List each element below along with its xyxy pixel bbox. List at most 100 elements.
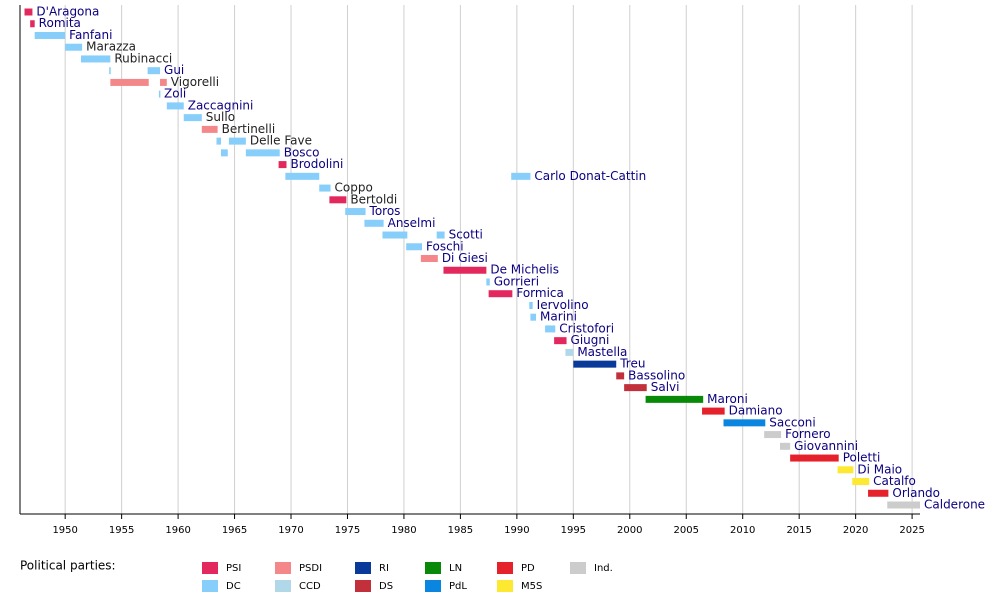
term-bar bbox=[624, 384, 647, 392]
term-bar bbox=[158, 90, 161, 98]
term-bar bbox=[645, 395, 704, 403]
x-tick-label: 2000 bbox=[617, 525, 642, 536]
term-bar bbox=[183, 114, 202, 122]
minister-name[interactable]: Damiano bbox=[729, 404, 783, 418]
term-bar bbox=[488, 290, 513, 298]
term-bar bbox=[110, 78, 149, 86]
term-bar bbox=[216, 137, 222, 145]
legend-swatch bbox=[355, 580, 371, 592]
term-bar bbox=[887, 501, 920, 509]
term-bar bbox=[147, 67, 161, 75]
legend-swatch bbox=[497, 580, 513, 592]
term-bar bbox=[723, 419, 766, 427]
term-bar bbox=[345, 208, 366, 216]
term-bar bbox=[530, 313, 537, 321]
minister-name[interactable]: Scotti bbox=[449, 228, 483, 242]
legend-swatch bbox=[425, 562, 441, 574]
minister-name[interactable]: Orlando bbox=[892, 486, 940, 500]
minister-name[interactable]: Giugni bbox=[571, 333, 610, 347]
minister-name[interactable]: Sacconi bbox=[769, 415, 815, 429]
minister-name[interactable]: Brodolini bbox=[290, 157, 343, 171]
minister-name[interactable]: Fanfani bbox=[69, 28, 112, 42]
x-tick-label: 1975 bbox=[335, 525, 360, 536]
x-tick-label: 2020 bbox=[843, 525, 868, 536]
term-bar bbox=[852, 478, 870, 486]
minister-name[interactable]: Maroni bbox=[707, 392, 748, 406]
minister-name[interactable]: Bosco bbox=[284, 145, 320, 159]
term-bar bbox=[24, 8, 33, 16]
term-bar bbox=[529, 301, 533, 309]
legend-swatch bbox=[275, 562, 291, 574]
term-bar bbox=[436, 231, 445, 239]
x-tick-label: 2010 bbox=[730, 525, 755, 536]
legend-title: Political parties: bbox=[20, 559, 116, 573]
minister-name[interactable]: Gui bbox=[164, 63, 184, 77]
minister-name[interactable]: Treu bbox=[619, 357, 645, 371]
term-bar bbox=[228, 137, 246, 145]
minister-name[interactable]: Di Maio bbox=[857, 462, 902, 476]
minister-name: Delle Fave bbox=[250, 134, 312, 148]
minister-name[interactable]: Poletti bbox=[843, 451, 881, 465]
legend-label: PdL bbox=[449, 581, 467, 592]
minister-name: Bertoldi bbox=[350, 192, 397, 206]
term-bar bbox=[868, 489, 889, 497]
legend-label: PSI bbox=[226, 563, 241, 574]
x-tick-label: 1990 bbox=[504, 525, 529, 536]
term-bar bbox=[573, 360, 617, 368]
minister-name[interactable]: Mastella bbox=[577, 345, 627, 359]
term-bar bbox=[160, 78, 167, 86]
x-tick-label: 1995 bbox=[561, 525, 586, 536]
x-tick-label: 1970 bbox=[278, 525, 303, 536]
legend-label: CCD bbox=[299, 581, 321, 592]
minister-name[interactable]: D'Aragona bbox=[36, 5, 99, 19]
minister-name[interactable]: Gorrieri bbox=[494, 274, 539, 288]
minister-name[interactable]: Zaccagnini bbox=[188, 98, 254, 112]
term-bar bbox=[790, 454, 839, 462]
legend-swatch bbox=[355, 562, 371, 574]
minister-name[interactable]: Zoli bbox=[164, 87, 186, 101]
legend-label: PSDI bbox=[299, 563, 322, 574]
minister-name[interactable]: Bassolino bbox=[628, 368, 685, 382]
minister-name[interactable]: Foschi bbox=[426, 239, 464, 253]
minister-name: Bertinelli bbox=[222, 122, 276, 136]
minister-name: Sullo bbox=[206, 110, 235, 124]
minister-name[interactable]: Salvi bbox=[651, 380, 680, 394]
minister-name[interactable]: Calderone bbox=[924, 498, 985, 512]
legend-label: Ind. bbox=[594, 563, 613, 574]
term-bar bbox=[221, 149, 228, 157]
term-bar bbox=[554, 337, 567, 345]
minister-name[interactable]: Romita bbox=[39, 16, 81, 30]
legend-label: M5S bbox=[521, 581, 542, 592]
legend-swatch bbox=[425, 580, 441, 592]
minister-name[interactable]: De Michelis bbox=[490, 263, 559, 277]
minister-name[interactable]: Fornero bbox=[785, 427, 831, 441]
minister-name[interactable]: Carlo Donat-Cattin bbox=[534, 169, 646, 183]
term-bar bbox=[80, 55, 111, 63]
term-bar bbox=[837, 466, 854, 474]
minister-name[interactable]: Giovannini bbox=[794, 439, 858, 453]
term-bar bbox=[364, 219, 384, 227]
term-bar bbox=[319, 184, 331, 192]
term-bar bbox=[545, 325, 556, 333]
minister-name[interactable]: Anselmi bbox=[388, 216, 436, 230]
minister-name[interactable]: Di Giesi bbox=[442, 251, 488, 265]
term-bar bbox=[511, 172, 531, 180]
x-tick-label: 1965 bbox=[222, 525, 247, 536]
minister-name[interactable]: Formica bbox=[516, 286, 564, 300]
term-bar bbox=[486, 278, 490, 286]
minister-name[interactable]: Toros bbox=[369, 204, 401, 218]
x-tick-label: 1950 bbox=[52, 525, 77, 536]
minister-name[interactable]: Catalfo bbox=[873, 474, 916, 488]
minister-name[interactable]: Iervolino bbox=[537, 298, 589, 312]
legend-label: PD bbox=[521, 563, 535, 574]
term-bar bbox=[30, 20, 35, 28]
minister-name: Rubinacci bbox=[114, 51, 172, 65]
term-bar bbox=[616, 372, 625, 380]
minister-name[interactable]: Marini bbox=[540, 310, 577, 324]
term-bar bbox=[443, 266, 487, 274]
term-bar bbox=[329, 196, 347, 204]
minister-name[interactable]: Cristofori bbox=[559, 321, 614, 335]
x-tick-label: 1955 bbox=[109, 525, 134, 536]
